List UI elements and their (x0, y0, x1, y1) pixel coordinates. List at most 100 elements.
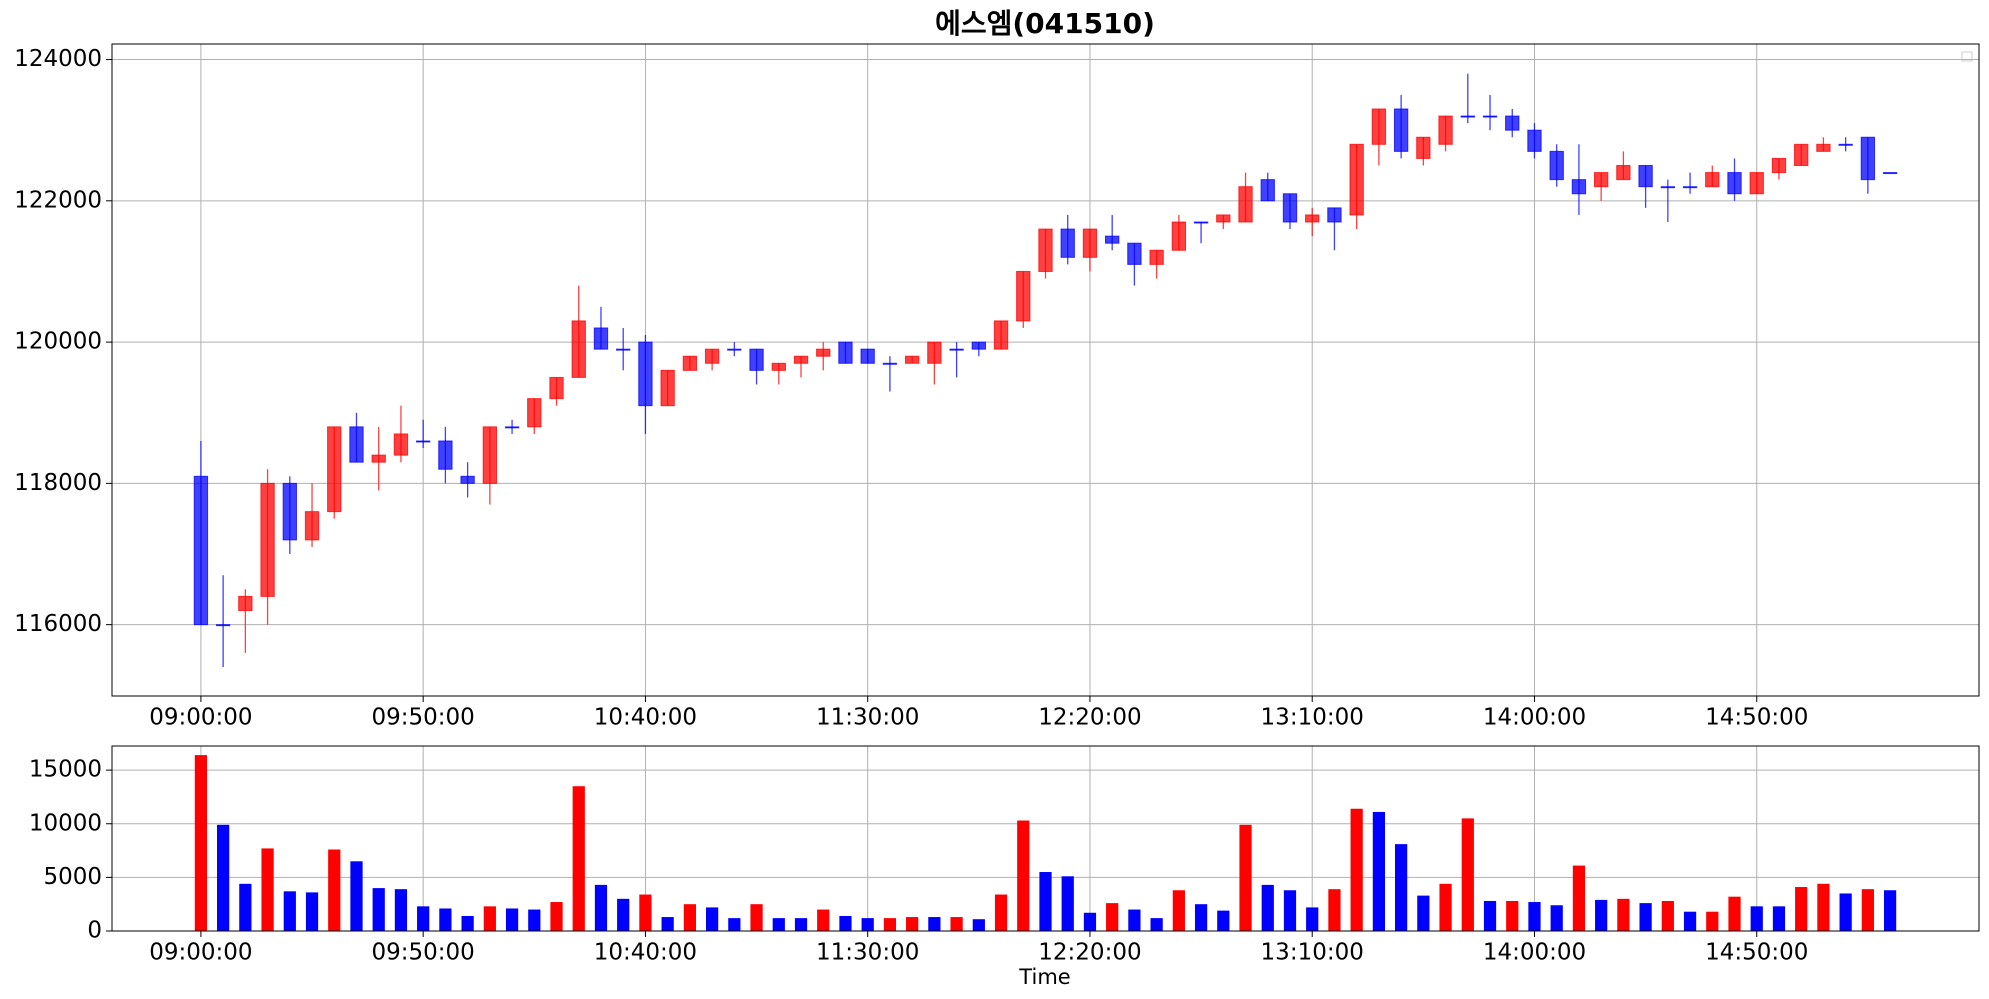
volume-bar (217, 824, 230, 931)
volume-bar (972, 919, 985, 931)
volume-bar (1639, 903, 1652, 931)
volume-bar (1150, 918, 1163, 931)
candle-body (704, 348, 720, 364)
x-tick-label: 13:10:00 (1261, 705, 1364, 731)
y-tick-label: 120000 (14, 329, 102, 355)
candle-body (460, 475, 475, 484)
volume-bar (1283, 890, 1297, 931)
volume-bar (505, 908, 519, 931)
candle-body (1393, 108, 1409, 152)
y-tick-label: 116000 (14, 611, 102, 637)
volume-bar (1194, 904, 1208, 931)
volume-bar (1328, 889, 1341, 931)
candle-body (1749, 172, 1764, 195)
candle-body (1416, 136, 1431, 159)
candle-body (504, 426, 520, 429)
volume-bar (839, 915, 852, 931)
candle-body (1549, 150, 1564, 181)
candle-body (238, 595, 253, 612)
candle-body (1571, 179, 1587, 195)
volume-bar (1261, 884, 1274, 931)
volume-bar (283, 891, 296, 931)
candle-body (904, 355, 920, 364)
y-tick-label: 15000 (29, 757, 102, 783)
candle-body (1682, 186, 1698, 189)
volume-bar (1217, 910, 1230, 931)
candle-body (793, 355, 809, 364)
y-tick-label: 122000 (14, 187, 102, 213)
volume-bar (1839, 893, 1852, 931)
y-tick-label: 5000 (43, 864, 102, 890)
volume-bar (994, 894, 1008, 931)
candle-body (1882, 172, 1898, 175)
candle-body (527, 398, 542, 428)
candle-body (1727, 172, 1742, 195)
volume-bar (305, 892, 319, 931)
candle-body (1593, 172, 1609, 188)
volume-bar (1750, 906, 1763, 931)
candle-body (660, 369, 675, 407)
candle-body (193, 475, 209, 626)
volume-bar (1172, 890, 1185, 931)
x-axis-label: Time (1018, 965, 1070, 989)
candle-body (593, 327, 609, 350)
x-tick-label: 14:50:00 (1705, 705, 1808, 731)
candle-body (1771, 157, 1787, 174)
volume-bar (1106, 903, 1119, 931)
volume-bar (1772, 906, 1786, 931)
volume-bar (439, 908, 452, 931)
volume-bar (394, 889, 408, 931)
x-tick-label: 09:00:00 (149, 940, 252, 966)
volume-bar (728, 918, 741, 931)
volume-bar (705, 907, 719, 931)
candle-body (1082, 228, 1098, 258)
volume-bar (1883, 890, 1897, 931)
volume-bar (1017, 820, 1030, 931)
volume-bar (372, 888, 385, 931)
volume-bar (683, 904, 696, 931)
volume-bar (1417, 895, 1430, 931)
volume-bar (617, 898, 630, 931)
volume-bar (1372, 811, 1386, 931)
volume-bar (1728, 896, 1741, 931)
volume-bar (950, 917, 963, 931)
candle-body (1838, 143, 1853, 146)
volume-bar (1461, 818, 1474, 931)
x-tick-label: 12:20:00 (1038, 705, 1141, 731)
x-tick-label: 14:00:00 (1483, 940, 1586, 966)
candle-body (1260, 179, 1275, 202)
candle-body (1371, 108, 1387, 145)
y-tick-label: 10000 (29, 810, 102, 836)
volume-bar (350, 861, 363, 931)
candle-body (860, 348, 875, 364)
candle-body (549, 376, 564, 400)
candle-body (327, 426, 342, 513)
candle-body (1171, 221, 1187, 251)
candle-body (1238, 186, 1253, 223)
candle-body (616, 348, 631, 351)
volume-bar (1683, 911, 1697, 931)
y-tick-label: 118000 (14, 470, 102, 496)
x-tick-label: 10:40:00 (594, 940, 697, 966)
candle-body (1794, 143, 1809, 166)
volume-bar (594, 884, 608, 931)
volume-bar (661, 917, 674, 931)
x-tick-label: 09:50:00 (372, 705, 475, 731)
legend (1961, 51, 1973, 62)
candle-body (727, 348, 742, 351)
volume-bar (261, 848, 274, 931)
volume-bar (1795, 887, 1808, 931)
candle-body (393, 433, 409, 456)
volume-bar (239, 883, 252, 931)
candle-body (1060, 228, 1075, 258)
candle-body (349, 426, 364, 463)
y-tick-label: 0 (87, 918, 102, 944)
candle-body (482, 426, 498, 484)
plot-frame (111, 43, 1980, 697)
x-tick-label: 09:00:00 (149, 705, 252, 731)
candle-body (1149, 249, 1164, 265)
candle-body (1349, 143, 1364, 216)
candle-body (838, 341, 853, 364)
y-tick-label: 124000 (14, 46, 102, 72)
volume-bar (1061, 876, 1074, 931)
